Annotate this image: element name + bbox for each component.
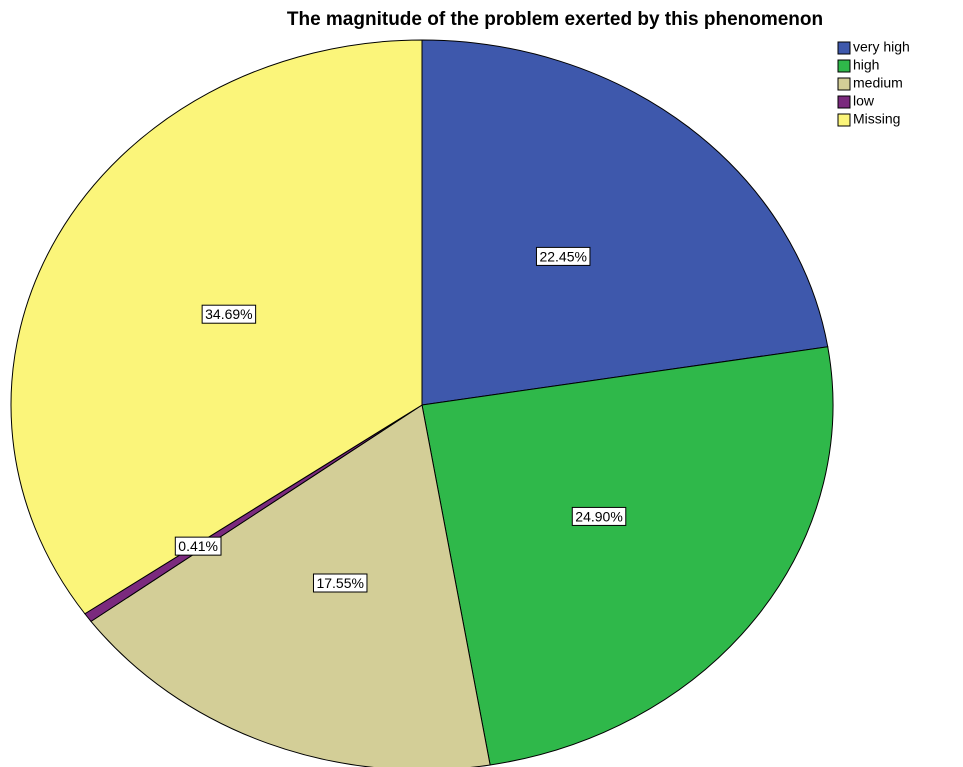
data-label-text: 0.41%	[178, 538, 218, 554]
legend-label: very high	[853, 39, 910, 55]
data-label-box	[571, 506, 627, 526]
legend-swatch	[837, 113, 851, 127]
data-label: 34.69%	[201, 304, 257, 324]
data-label-box	[535, 246, 591, 266]
legend-label: Missing	[853, 111, 900, 127]
chart-title: The magnitude of the problem exerted by …	[287, 9, 823, 30]
legend-swatch	[837, 77, 851, 91]
data-label: 22.45%	[535, 246, 591, 266]
data-label-box	[312, 573, 368, 593]
data-label-text: 17.55%	[316, 575, 363, 591]
pie-slice	[90, 404, 491, 767]
pie-slice	[421, 346, 834, 766]
data-label-text: 34.69%	[205, 306, 252, 322]
legend-swatch	[837, 59, 851, 73]
pie-slice	[421, 39, 829, 406]
legend-swatch	[837, 95, 851, 109]
data-label-text: 22.45%	[539, 248, 586, 264]
data-label-box	[174, 536, 222, 556]
data-label: 0.41%	[174, 536, 222, 556]
pie-slice	[10, 39, 423, 615]
data-label-text: 24.90%	[575, 508, 622, 524]
legend-swatch	[837, 41, 851, 55]
data-label: 17.55%	[312, 573, 368, 593]
legend-label: low	[853, 93, 875, 109]
data-label-box	[201, 304, 257, 324]
legend-label: high	[853, 57, 879, 73]
data-label: 24.90%	[571, 506, 627, 526]
legend-label: medium	[853, 75, 903, 91]
